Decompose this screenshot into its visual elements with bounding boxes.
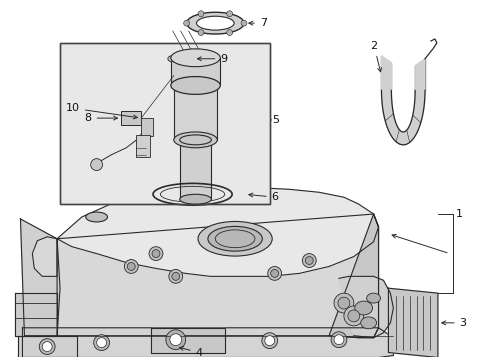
Polygon shape — [382, 90, 425, 145]
Ellipse shape — [208, 226, 262, 251]
Circle shape — [331, 332, 347, 347]
Circle shape — [124, 260, 138, 273]
Circle shape — [39, 339, 55, 355]
Bar — [171, 58, 220, 85]
Polygon shape — [15, 293, 57, 336]
Circle shape — [166, 330, 186, 350]
Circle shape — [149, 247, 163, 261]
Circle shape — [94, 335, 109, 351]
Circle shape — [334, 293, 354, 313]
Circle shape — [227, 11, 233, 17]
Ellipse shape — [174, 132, 217, 148]
Circle shape — [198, 11, 204, 17]
Circle shape — [344, 306, 364, 326]
Circle shape — [305, 257, 313, 265]
Circle shape — [265, 336, 275, 346]
Ellipse shape — [367, 293, 381, 303]
Circle shape — [152, 249, 160, 257]
Text: 4: 4 — [179, 347, 203, 357]
Bar — [122, 111, 141, 125]
Polygon shape — [57, 187, 379, 276]
Circle shape — [262, 333, 278, 348]
Polygon shape — [382, 56, 392, 90]
Polygon shape — [389, 288, 438, 357]
Text: 1: 1 — [456, 209, 463, 219]
Polygon shape — [339, 276, 393, 338]
Text: 10: 10 — [66, 103, 137, 119]
Text: 2: 2 — [370, 41, 382, 72]
Polygon shape — [415, 59, 425, 90]
Circle shape — [170, 334, 182, 346]
Circle shape — [334, 335, 344, 345]
Circle shape — [302, 253, 316, 267]
Polygon shape — [23, 328, 393, 357]
Ellipse shape — [171, 49, 220, 67]
Polygon shape — [329, 214, 379, 338]
Ellipse shape — [196, 16, 234, 30]
Ellipse shape — [198, 221, 272, 256]
Text: 3: 3 — [441, 318, 466, 328]
Ellipse shape — [180, 135, 211, 145]
Circle shape — [270, 269, 279, 277]
Ellipse shape — [86, 212, 107, 222]
Circle shape — [241, 20, 247, 26]
Polygon shape — [21, 219, 60, 336]
Ellipse shape — [187, 12, 244, 34]
Polygon shape — [57, 214, 379, 338]
Ellipse shape — [361, 317, 376, 329]
Circle shape — [184, 20, 190, 26]
Bar — [136, 135, 150, 157]
Circle shape — [268, 266, 282, 280]
Circle shape — [42, 342, 52, 351]
Bar — [60, 43, 270, 204]
Text: 8: 8 — [85, 113, 118, 123]
Text: 5: 5 — [272, 115, 279, 125]
Polygon shape — [32, 237, 57, 276]
Bar — [178, 54, 194, 64]
Text: 7: 7 — [249, 18, 267, 28]
Bar — [141, 118, 153, 136]
Bar — [174, 85, 217, 140]
Circle shape — [198, 30, 204, 36]
Ellipse shape — [171, 77, 220, 94]
Polygon shape — [18, 336, 77, 357]
Circle shape — [348, 310, 360, 322]
Circle shape — [169, 269, 183, 283]
Ellipse shape — [180, 194, 211, 204]
Bar — [60, 43, 270, 204]
Circle shape — [91, 159, 102, 171]
Circle shape — [172, 273, 180, 280]
Circle shape — [227, 30, 233, 36]
Polygon shape — [151, 328, 225, 352]
Circle shape — [338, 297, 350, 309]
Text: 6: 6 — [249, 192, 279, 202]
Circle shape — [97, 338, 106, 347]
Text: 9: 9 — [197, 54, 227, 64]
Circle shape — [127, 262, 135, 270]
Ellipse shape — [174, 77, 217, 93]
Ellipse shape — [168, 56, 176, 62]
Bar — [180, 140, 211, 199]
Ellipse shape — [355, 301, 372, 315]
